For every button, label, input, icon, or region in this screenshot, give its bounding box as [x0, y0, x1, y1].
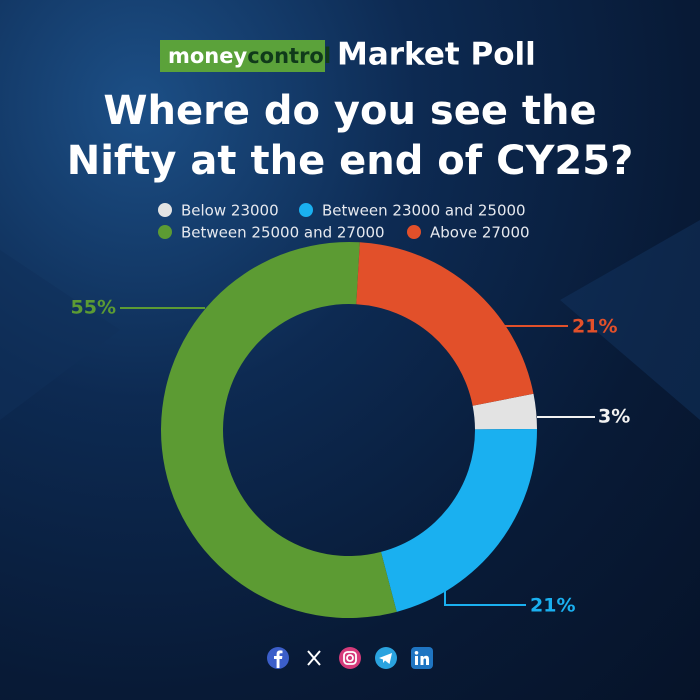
legend-label: Below 23000: [181, 202, 279, 220]
brand: moneycontrol: [168, 44, 331, 68]
bg-shape: [560, 220, 700, 420]
legend-swatch: [407, 225, 421, 239]
facebook-glyph: [274, 650, 283, 668]
leader-line: [444, 590, 526, 606]
legend-label: Between 23000 and 25000: [322, 202, 526, 220]
brand-logo: [160, 40, 325, 72]
x-glyph: [307, 650, 321, 666]
brand-money: money: [168, 44, 248, 68]
donut-slice: [380, 429, 537, 612]
instagram-icon: [339, 647, 361, 669]
bg-shape: [0, 250, 120, 420]
donut-slice: [472, 393, 537, 430]
legend-label: Above 27000: [430, 224, 530, 242]
brand-control: control: [247, 44, 331, 68]
value-label: 21%: [572, 316, 617, 338]
heading: Market Poll: [337, 37, 536, 73]
linkedin-icon: [411, 647, 433, 669]
x-icon: [307, 650, 321, 666]
social-icons: [267, 647, 433, 669]
legend-swatch: [158, 203, 172, 217]
legend-swatch: [158, 225, 172, 239]
legend-swatch: [299, 203, 313, 217]
donut-slice: [160, 241, 397, 618]
legend-label: Between 25000 and 27000: [181, 224, 385, 242]
chart-title: Where do you see the Nifty at the end of…: [66, 88, 634, 184]
value-label: 55%: [71, 297, 116, 319]
value-label: 3%: [598, 406, 630, 428]
value-label: 21%: [530, 595, 575, 617]
donut-slice: [356, 242, 534, 406]
telegram-icon: [375, 647, 397, 669]
